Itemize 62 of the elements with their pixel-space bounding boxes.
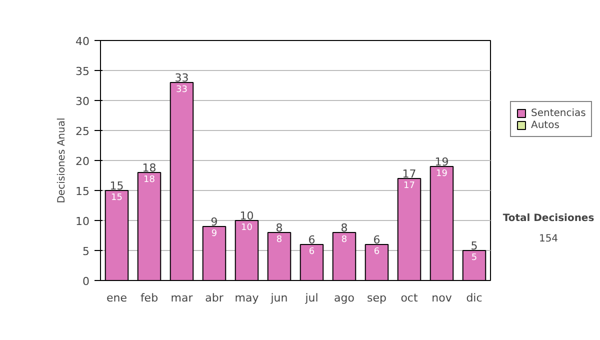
bar [104, 190, 129, 280]
x-tick-label: nov [432, 292, 452, 304]
y-tick-label: 10 [76, 215, 90, 228]
total-label: 8 [276, 222, 283, 234]
data-label: 5 [471, 252, 478, 263]
y-axis-title: Decisiones Anual [56, 118, 68, 204]
data-label: 6 [308, 246, 315, 257]
x-tick-label: jul [304, 292, 318, 304]
data-label: 18 [144, 174, 156, 185]
x-tick-label: feb [140, 292, 158, 304]
y-tick-label: 40 [76, 35, 90, 48]
bar [462, 250, 486, 280]
y-tick-label: 25 [76, 125, 90, 138]
total-label: 15 [110, 180, 124, 192]
bar [202, 226, 226, 280]
bar [397, 178, 422, 280]
y-tick-label: 5 [82, 245, 90, 258]
x-tick-label: dic [466, 292, 482, 304]
x-tick-label: ene [106, 292, 128, 304]
x-tick-label: jun [270, 292, 288, 304]
bar [267, 232, 292, 280]
x-tick-label: ago [334, 292, 355, 304]
data-label: 6 [374, 246, 380, 257]
total-label: 6 [308, 234, 316, 246]
text: Total Decisiones [502, 213, 594, 224]
bar [137, 172, 162, 280]
x-tick-label: mar [170, 292, 194, 304]
bar [234, 220, 259, 280]
total-label: 19 [434, 156, 449, 168]
data-label: 8 [341, 234, 348, 245]
y-tick-label: 35 [76, 65, 90, 78]
x-tick-label: sep [367, 292, 387, 304]
data-label: 8 [276, 234, 282, 245]
bar [332, 232, 356, 280]
total-label: 9 [210, 216, 218, 228]
legend-label: Sentencias [531, 107, 586, 119]
x-tick-label: abr [205, 292, 224, 304]
total-label: 18 [142, 162, 156, 174]
bar [300, 244, 324, 280]
data-label: 19 [436, 168, 448, 179]
data-label: 17 [404, 180, 415, 191]
legend-label: Autos [531, 119, 560, 131]
y-tick-label: 15 [76, 185, 90, 198]
y-tick-label: 20 [76, 155, 90, 168]
total-label: 5 [470, 240, 478, 252]
y-tick-label: 30 [76, 95, 90, 108]
data-label: 9 [211, 228, 218, 239]
bar [364, 244, 389, 280]
bar [430, 166, 454, 280]
data-label: 15 [111, 192, 122, 203]
total-label: 6 [373, 234, 380, 246]
x-tick-label: may [234, 292, 260, 304]
y-tick-label: 0 [82, 275, 90, 288]
data-label: 10 [241, 222, 253, 233]
bar [170, 82, 194, 280]
x-tick-label: oct [400, 292, 418, 304]
total-label: 17 [402, 168, 416, 180]
total-label: 10 [240, 210, 254, 222]
text: 154 [538, 234, 558, 244]
data-label: 33 [176, 84, 188, 95]
total-label: 8 [340, 222, 348, 234]
total-label: 33 [174, 72, 189, 84]
